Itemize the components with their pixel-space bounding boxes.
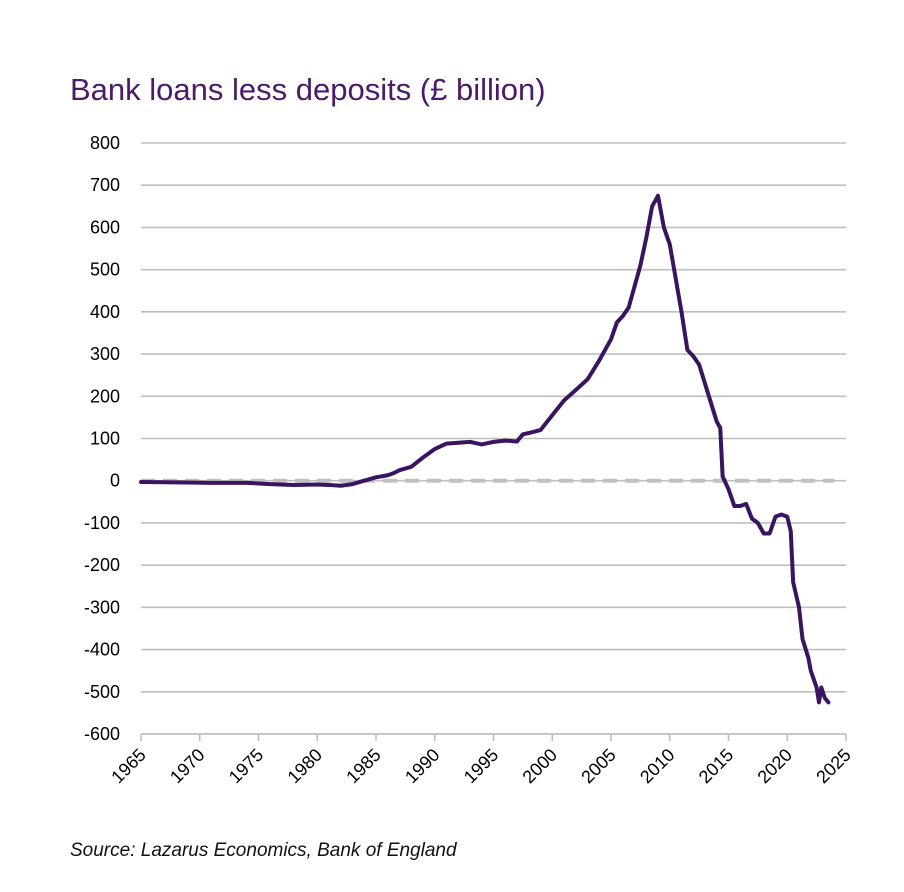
y-tick-label: 500 — [90, 260, 120, 280]
y-tick-label: 100 — [90, 429, 120, 449]
y-tick-label: -100 — [84, 513, 120, 533]
series-line-loans-less-deposits — [139, 193, 831, 705]
y-tick-label: -400 — [84, 640, 120, 660]
series-layer — [139, 193, 835, 705]
y-tick-label: -500 — [84, 682, 120, 702]
y-tick-label: 200 — [90, 386, 120, 406]
gridlines — [141, 142, 846, 735]
y-tick-label: -200 — [84, 555, 120, 575]
y-axis-ticks: 800 700 600 500 400 300 200 100 0 -100 -200 -300 -40… — [84, 133, 120, 744]
y-tick-label: 600 — [90, 217, 120, 237]
x-tick-label: 1975 — [225, 745, 267, 787]
source-note: Source: Lazarus Economics, Bank of Engla… — [70, 840, 457, 861]
x-tick-label: 2025 — [812, 745, 854, 787]
x-tick-label: 1965 — [107, 745, 149, 787]
y-tick-label: -600 — [84, 724, 120, 744]
y-tick-label: 400 — [90, 302, 120, 322]
y-tick-label: 800 — [90, 133, 120, 153]
y-tick-label: 300 — [90, 344, 120, 364]
x-tick-label: 1985 — [342, 745, 384, 787]
x-tick-label: 2000 — [519, 745, 561, 787]
x-tick-label: 2015 — [695, 745, 737, 787]
y-tick-label: -300 — [84, 597, 120, 617]
y-tick-label: 700 — [90, 175, 120, 195]
x-tick-label: 2005 — [577, 745, 619, 787]
x-tick-label: 1990 — [401, 745, 443, 787]
x-axis-ticks: 1965 1970 1975 1980 1985 1990 1995 2000 2005 2010… — [107, 734, 855, 787]
x-tick-label: 2020 — [754, 745, 796, 787]
chart-title: Bank loans less deposits (£ billion) — [70, 72, 546, 107]
y-tick-label: 0 — [110, 471, 120, 491]
x-tick-label: 1980 — [284, 745, 326, 787]
x-tick-label: 1995 — [460, 745, 502, 787]
x-tick-label: 2010 — [636, 745, 678, 787]
x-tick-label: 1970 — [166, 745, 208, 787]
